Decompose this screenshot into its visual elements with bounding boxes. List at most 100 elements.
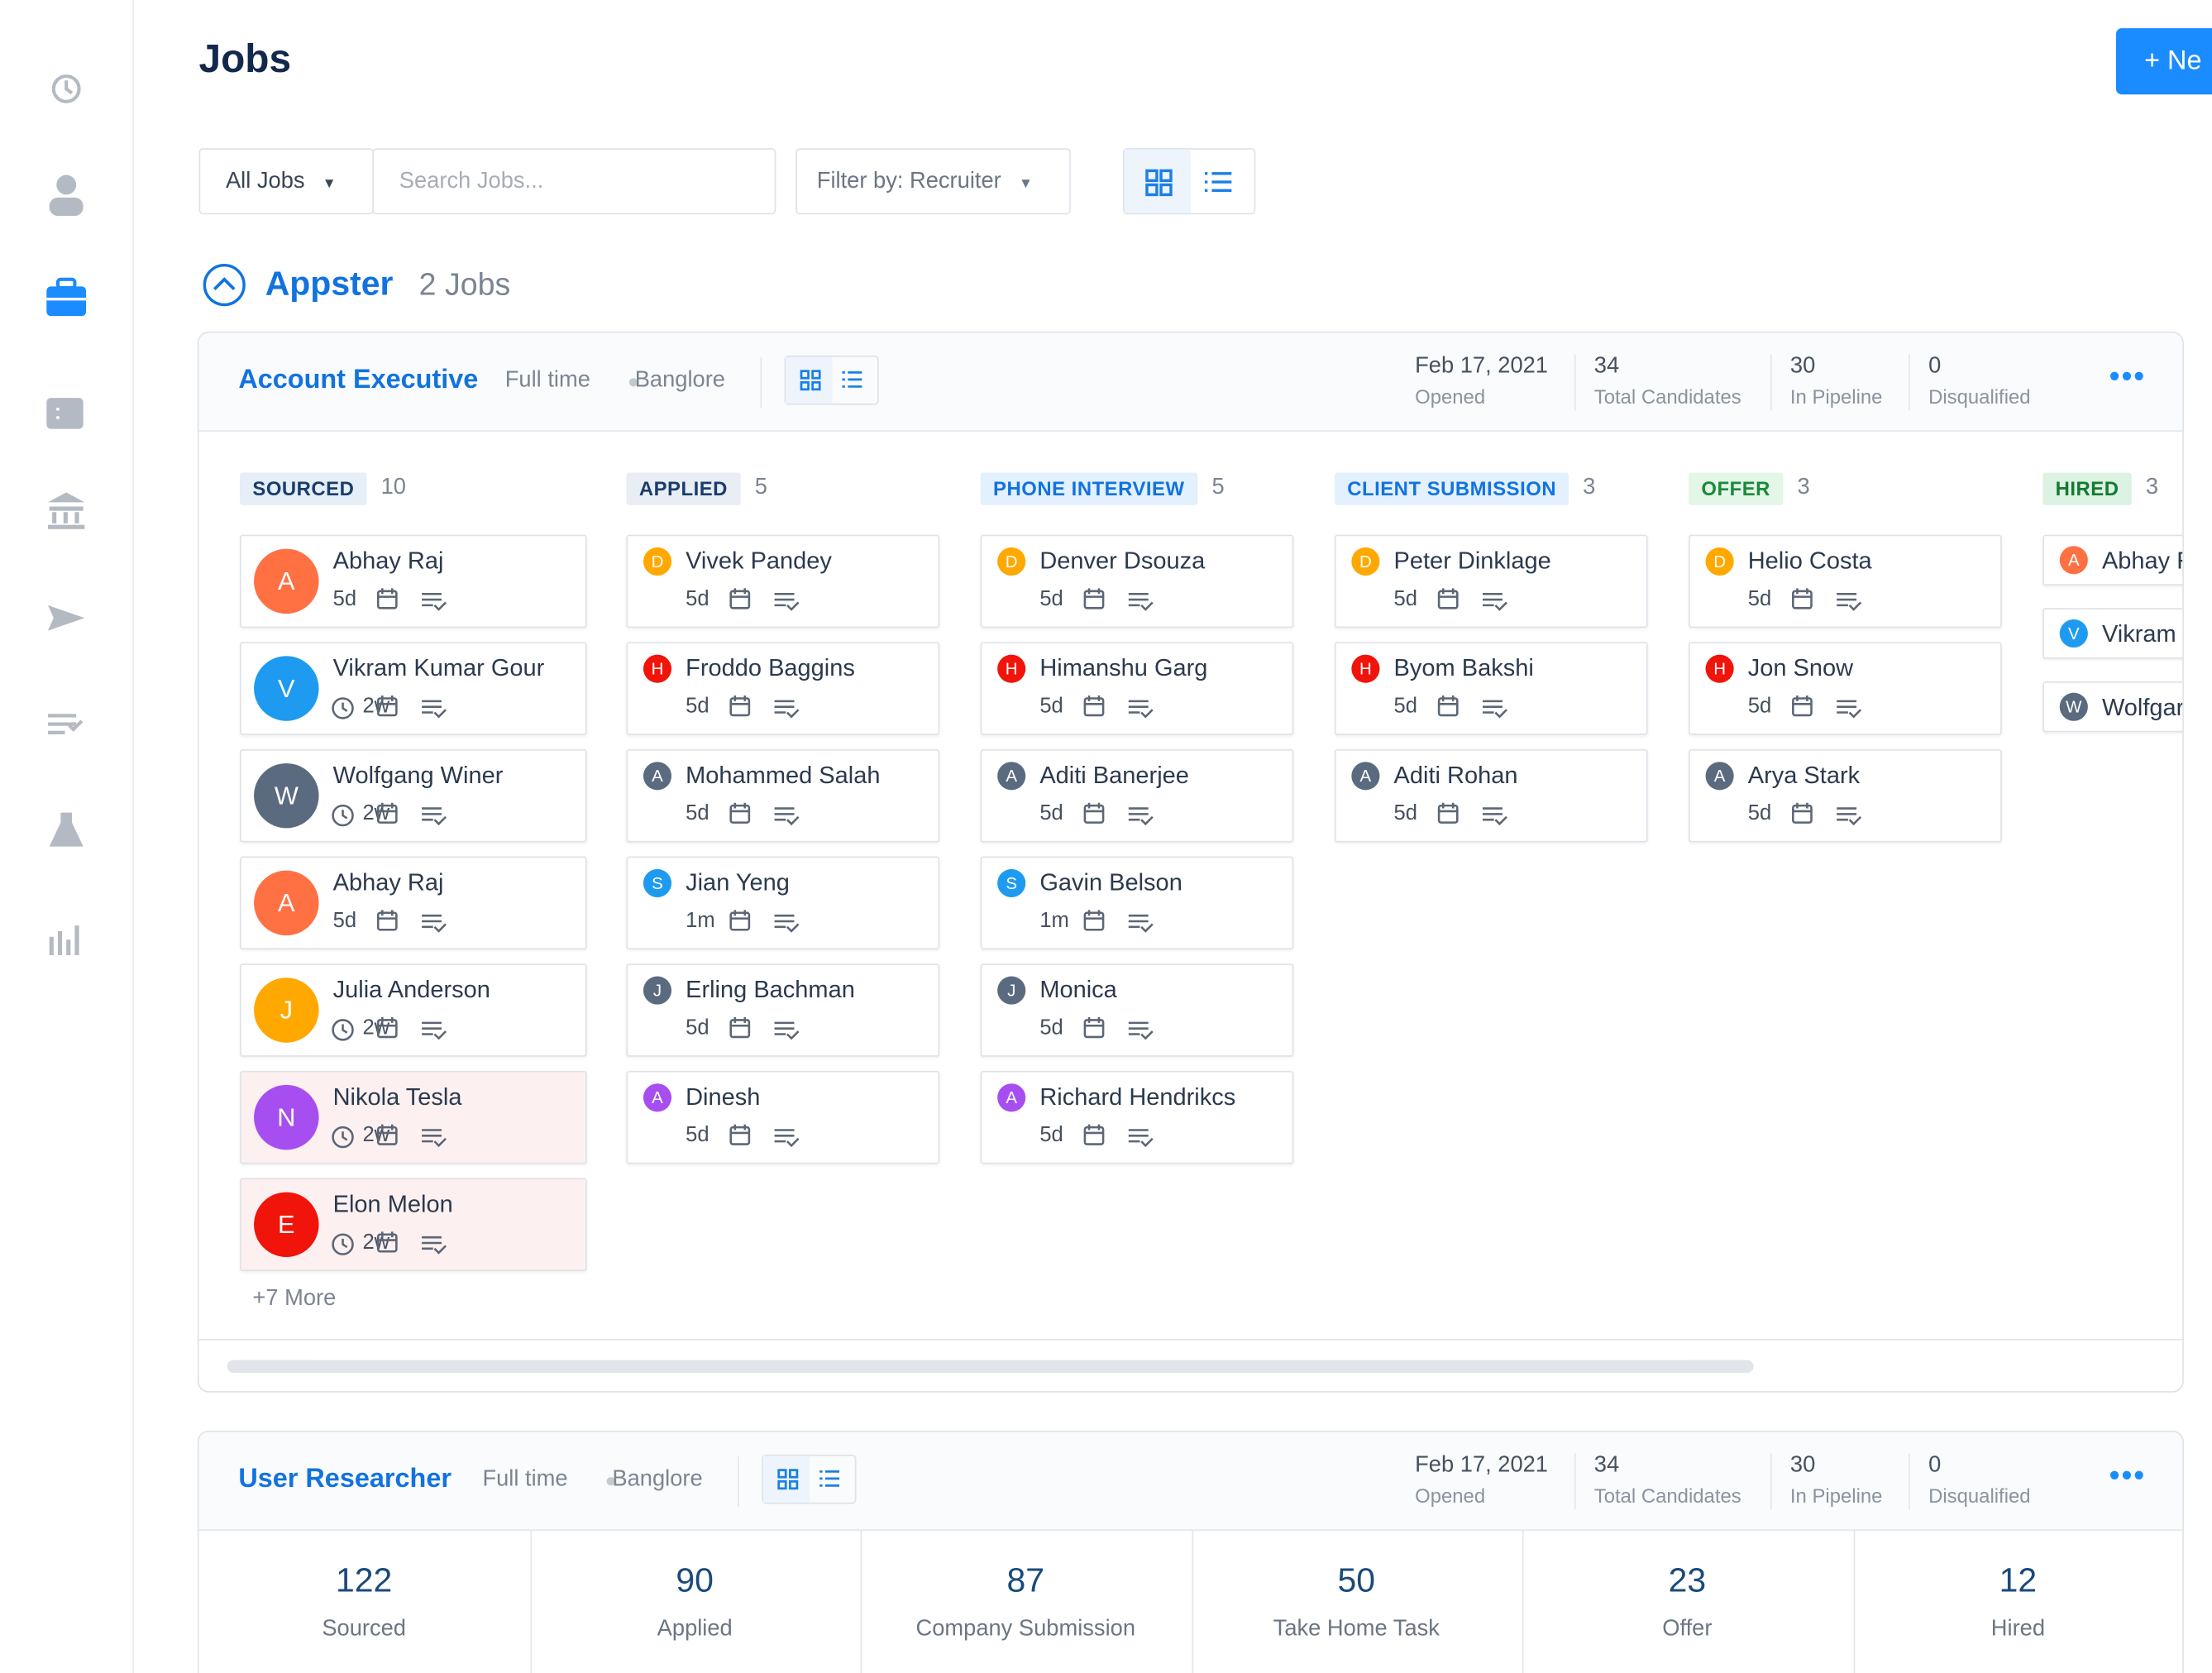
candidate-card[interactable]: S Jian Yeng 1m (626, 856, 940, 950)
candidate-name: Mohammed Salah (686, 762, 881, 789)
stat-label: In Pipeline (1789, 385, 1883, 409)
candidate-name: Wolfgar (2101, 694, 2184, 721)
job-view-toggle[interactable] (762, 1454, 857, 1504)
candidate-card[interactable]: H Byom Bakshi 5d (1334, 642, 1648, 735)
all-jobs-label: All Jobs (225, 169, 305, 194)
candidate-card[interactable]: A Richard Hendrikcs 5d (980, 1070, 1294, 1164)
stat-label: Disqualified (1928, 385, 2031, 409)
avatar: J (997, 976, 1026, 1005)
candidate-name: Byom Bakshi (1393, 654, 1534, 681)
candidate-name: Gavin Belson (1039, 868, 1182, 896)
job-title: User Researcher (238, 1464, 451, 1494)
new-job-button[interactable]: + Ne (2116, 28, 2212, 95)
stat-value: 30 (1789, 1453, 1816, 1478)
opened-date: Feb 17, 2021 (1415, 354, 1548, 379)
new-job-label: Ne (2167, 46, 2202, 77)
summary-value: 12 (1999, 1561, 2038, 1600)
candidate-card[interactable]: E Elon Melon 2w (240, 1178, 587, 1272)
stat-divider (1909, 354, 1910, 411)
summary-label: Company Submission (915, 1617, 1136, 1642)
card-icons (332, 1231, 447, 1255)
card-icons (729, 695, 800, 719)
avatar: W (254, 762, 319, 829)
collapse-icon[interactable] (202, 262, 247, 308)
candidate-card[interactable]: W Wolfgang Winer 2w (240, 748, 587, 843)
job-view-toggle[interactable] (784, 355, 879, 405)
card-icons (1083, 588, 1154, 611)
candidate-card[interactable]: J Julia Anderson 2w (240, 963, 587, 1057)
stat-divider (1909, 1453, 1910, 1510)
candidate-age: 1m (686, 908, 715, 933)
candidate-age: 5d (1393, 801, 1417, 826)
candidate-card[interactable]: D Peter Dinklage 5d (1334, 534, 1648, 629)
candidate-card[interactable]: A Aditi Rohan 5d (1334, 748, 1648, 843)
candidate-card[interactable]: W Wolfgar (2042, 681, 2184, 733)
candidate-card[interactable]: S Gavin Belson 1m (980, 856, 1294, 950)
summary-divider (1191, 1531, 1193, 1673)
stage-count: 5 (1211, 475, 1225, 500)
candidate-card[interactable]: A Abhay Raj 5d (240, 534, 587, 629)
candidate-name: Vivek Pandey (686, 547, 832, 575)
stage-pill: SOURCED (240, 472, 367, 505)
candidate-age: 5d (1747, 694, 1772, 719)
candidate-card[interactable]: V Vikram Kumar Gour 2w (240, 642, 587, 735)
avatar: D (1351, 547, 1380, 576)
summary-label: Sourced (322, 1617, 406, 1642)
candidate-card[interactable]: A Mohammed Salah 5d (626, 748, 940, 843)
card-icons (376, 588, 447, 611)
avatar: D (643, 547, 672, 576)
view-toggle[interactable] (1122, 148, 1256, 215)
candidate-card[interactable]: A Aditi Banerjee 5d (980, 748, 1294, 843)
avatar: S (643, 868, 672, 898)
candidate-age: 5d (686, 694, 709, 719)
board-footer (198, 1338, 2183, 1341)
candidate-age: 5d (1039, 1122, 1063, 1147)
job-header (198, 332, 2183, 433)
avatar: D (997, 547, 1026, 576)
job-card: User Researcher Full time Banglore Feb 17, … (197, 1430, 2184, 1673)
opened-label: Opened (1415, 385, 1486, 409)
stat-divider (1770, 1453, 1772, 1510)
candidate-card[interactable]: D Helio Costa 5d (1689, 534, 2002, 629)
card-icons (1437, 588, 1507, 611)
candidate-card[interactable]: A Abhay Raj 5d (240, 856, 587, 950)
candidate-card[interactable]: A Arya Stark 5d (1689, 748, 2002, 843)
job-header (198, 1432, 2183, 1532)
candidate-name: Abhay Raj (332, 547, 444, 575)
candidate-card[interactable]: H Himanshu Garg 5d (980, 642, 1294, 735)
stat-divider (1574, 354, 1576, 411)
avatar: V (2059, 619, 2088, 648)
search-input[interactable]: Search Jobs... (372, 148, 776, 215)
more-menu[interactable]: ••• (2109, 358, 2147, 394)
candidate-card[interactable]: H Jon Snow 5d (1689, 642, 2002, 735)
stage-pill: CLIENT SUBMISSION (1334, 472, 1569, 505)
avatar: W (2059, 692, 2088, 721)
avatar: A (643, 1083, 672, 1112)
card-icons (332, 802, 447, 827)
avatar: A (997, 1083, 1026, 1112)
recruiter-filter[interactable]: Filter by: Recruiter ▼ (795, 148, 1071, 215)
candidate-card[interactable]: V Vikram (2042, 608, 2183, 659)
candidate-name: Monica (1039, 976, 1117, 1003)
candidate-card[interactable]: A Abhay R (2042, 534, 2183, 586)
avatar: A (1705, 762, 1734, 791)
candidate-card[interactable]: H Froddo Baggins 5d (626, 642, 940, 735)
card-icons (332, 1124, 447, 1149)
summary-value: 87 (1006, 1561, 1045, 1600)
summary-value: 122 (335, 1561, 393, 1600)
card-icons (1437, 802, 1507, 826)
card-icons (376, 910, 447, 933)
candidate-age: 5d (1039, 694, 1063, 719)
candidate-card[interactable]: N Nikola Tesla 2w (240, 1070, 587, 1164)
stage-count: 3 (2145, 475, 2159, 500)
more-menu[interactable]: ••• (2109, 1457, 2147, 1493)
candidate-card[interactable]: D Denver Dsouza 5d (980, 534, 1294, 629)
candidate-card[interactable]: D Vivek Pandey 5d (626, 534, 940, 629)
candidate-card[interactable]: J Monica 5d (980, 963, 1294, 1057)
all-jobs-dropdown[interactable]: All Jobs ▼ (198, 148, 375, 215)
stage-pill: APPLIED (626, 472, 741, 505)
candidate-card[interactable]: J Erling Bachman 5d (626, 963, 940, 1057)
candidate-card[interactable]: A Dinesh 5d (626, 1070, 940, 1164)
filter-label: Filter by: Recruiter (816, 169, 1001, 194)
card-icons (729, 802, 800, 826)
